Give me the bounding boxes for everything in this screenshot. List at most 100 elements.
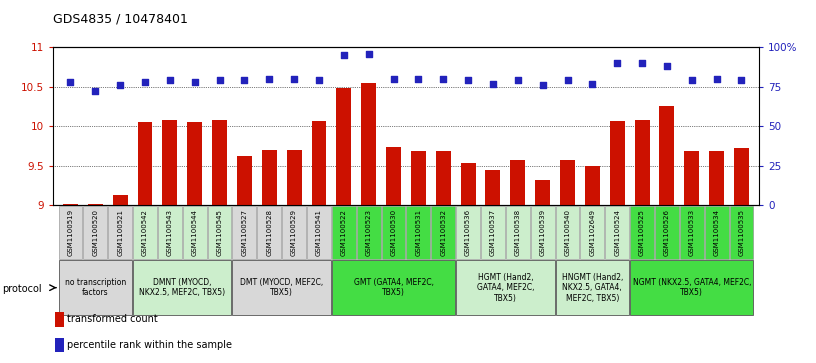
- Point: [486, 81, 499, 86]
- Text: GSM1100533: GSM1100533: [689, 209, 694, 256]
- Text: GSM1100538: GSM1100538: [515, 209, 521, 256]
- Text: GSM1100525: GSM1100525: [639, 209, 645, 256]
- FancyBboxPatch shape: [506, 205, 530, 259]
- Bar: [734, 148, 749, 205]
- FancyBboxPatch shape: [307, 205, 331, 259]
- Bar: [212, 120, 227, 205]
- Bar: [510, 160, 526, 205]
- FancyBboxPatch shape: [59, 260, 132, 315]
- Point: [685, 77, 698, 83]
- Point: [64, 79, 77, 85]
- Text: GSM1100537: GSM1100537: [490, 209, 496, 256]
- Text: HGMT (Hand2,
GATA4, MEF2C,
TBX5): HGMT (Hand2, GATA4, MEF2C, TBX5): [477, 273, 534, 303]
- Text: GSM1100543: GSM1100543: [166, 209, 173, 256]
- Text: NGMT (NKX2.5, GATA4, MEF2C,
TBX5): NGMT (NKX2.5, GATA4, MEF2C, TBX5): [632, 278, 751, 297]
- Point: [412, 76, 425, 82]
- Bar: [486, 170, 500, 205]
- Point: [89, 89, 102, 94]
- Bar: [436, 151, 450, 205]
- Bar: [286, 150, 302, 205]
- Text: GSM1100542: GSM1100542: [142, 209, 148, 256]
- FancyBboxPatch shape: [630, 205, 654, 259]
- Point: [163, 77, 176, 83]
- Text: GSM1100530: GSM1100530: [391, 209, 397, 256]
- Bar: [336, 88, 351, 205]
- FancyBboxPatch shape: [705, 205, 729, 259]
- Text: GSM1100528: GSM1100528: [266, 209, 273, 256]
- Text: GSM1102649: GSM1102649: [589, 209, 596, 256]
- Text: GSM1100545: GSM1100545: [216, 209, 223, 256]
- Point: [462, 77, 475, 83]
- Point: [512, 77, 525, 83]
- Point: [362, 50, 375, 56]
- Point: [387, 76, 400, 82]
- FancyBboxPatch shape: [730, 205, 753, 259]
- Text: GSM1100527: GSM1100527: [242, 209, 247, 256]
- FancyBboxPatch shape: [183, 205, 206, 259]
- Bar: [610, 121, 625, 205]
- Bar: [585, 166, 600, 205]
- FancyBboxPatch shape: [207, 205, 232, 259]
- Point: [636, 60, 649, 66]
- Bar: [386, 147, 401, 205]
- Text: DMNT (MYOCD,
NKX2.5, MEF2C, TBX5): DMNT (MYOCD, NKX2.5, MEF2C, TBX5): [140, 278, 225, 297]
- FancyBboxPatch shape: [456, 260, 555, 315]
- Text: GSM1100531: GSM1100531: [415, 209, 421, 256]
- Bar: [138, 122, 153, 205]
- Bar: [709, 151, 724, 205]
- Bar: [535, 180, 550, 205]
- FancyBboxPatch shape: [59, 205, 82, 259]
- Text: GMT (GATA4, MEF2C,
TBX5): GMT (GATA4, MEF2C, TBX5): [353, 278, 433, 297]
- Point: [113, 82, 126, 88]
- FancyBboxPatch shape: [332, 205, 356, 259]
- FancyBboxPatch shape: [382, 205, 406, 259]
- Point: [287, 76, 300, 82]
- FancyBboxPatch shape: [257, 205, 282, 259]
- Bar: [461, 163, 476, 205]
- Bar: [187, 122, 202, 205]
- Text: GDS4835 / 10478401: GDS4835 / 10478401: [53, 13, 188, 26]
- Bar: [312, 121, 326, 205]
- Text: protocol: protocol: [2, 284, 42, 294]
- Point: [238, 77, 251, 83]
- FancyBboxPatch shape: [233, 205, 256, 259]
- Text: GSM1100519: GSM1100519: [68, 209, 73, 256]
- Text: GSM1100534: GSM1100534: [714, 209, 720, 256]
- Text: DMT (MYOCD, MEF2C,
TBX5): DMT (MYOCD, MEF2C, TBX5): [240, 278, 323, 297]
- Text: GSM1100544: GSM1100544: [192, 209, 197, 256]
- FancyBboxPatch shape: [580, 205, 605, 259]
- FancyBboxPatch shape: [233, 260, 331, 315]
- FancyBboxPatch shape: [432, 205, 455, 259]
- Text: GSM1100520: GSM1100520: [92, 209, 98, 256]
- Point: [660, 63, 673, 69]
- Text: GSM1100524: GSM1100524: [614, 209, 620, 256]
- Text: percentile rank within the sample: percentile rank within the sample: [67, 340, 232, 350]
- Point: [313, 77, 326, 83]
- Point: [586, 81, 599, 86]
- Bar: [685, 151, 699, 205]
- Point: [735, 77, 748, 83]
- Text: GSM1100521: GSM1100521: [118, 209, 123, 256]
- FancyBboxPatch shape: [332, 260, 455, 315]
- FancyBboxPatch shape: [83, 205, 107, 259]
- Point: [561, 77, 574, 83]
- Bar: [162, 120, 177, 205]
- FancyBboxPatch shape: [556, 260, 629, 315]
- FancyBboxPatch shape: [282, 205, 306, 259]
- Point: [536, 82, 549, 88]
- Text: GSM1100535: GSM1100535: [738, 209, 744, 256]
- Point: [437, 76, 450, 82]
- FancyBboxPatch shape: [109, 205, 132, 259]
- FancyBboxPatch shape: [158, 205, 182, 259]
- Bar: [237, 156, 252, 205]
- FancyBboxPatch shape: [456, 205, 480, 259]
- FancyBboxPatch shape: [133, 260, 232, 315]
- Point: [710, 76, 723, 82]
- Text: GSM1100523: GSM1100523: [366, 209, 371, 256]
- FancyBboxPatch shape: [357, 205, 380, 259]
- Bar: [262, 150, 277, 205]
- FancyBboxPatch shape: [655, 205, 679, 259]
- FancyBboxPatch shape: [406, 205, 430, 259]
- Bar: [361, 83, 376, 205]
- Text: GSM1100536: GSM1100536: [465, 209, 471, 256]
